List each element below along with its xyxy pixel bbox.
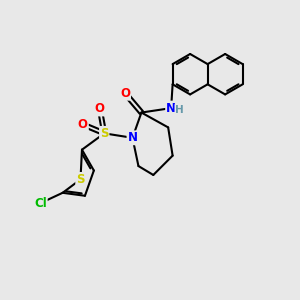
Text: N: N [128, 131, 137, 144]
Text: S: S [100, 127, 109, 140]
Text: N: N [166, 102, 176, 115]
Text: H: H [175, 105, 184, 115]
Text: O: O [95, 103, 105, 116]
Text: S: S [76, 173, 85, 186]
Text: O: O [78, 118, 88, 131]
Text: Cl: Cl [34, 197, 47, 210]
Text: O: O [120, 87, 130, 100]
